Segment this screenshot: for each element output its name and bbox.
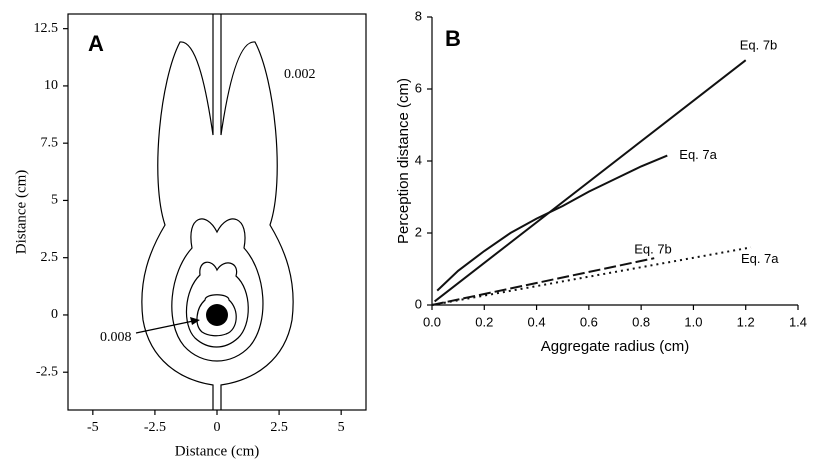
panel-label: B	[445, 26, 461, 51]
aggregate	[206, 304, 228, 326]
y-tick-label: 2	[415, 224, 422, 239]
x-tick-label: -2.5	[144, 420, 166, 435]
x-axis-label: Distance (cm)	[175, 443, 260, 459]
y-tick-label: 10	[44, 78, 58, 93]
x-tick-label: 0.2	[475, 314, 493, 329]
x-tick-label: 1.4	[789, 314, 807, 329]
frame	[67, 13, 367, 411]
x-tick-label: 0	[214, 420, 221, 435]
series-line	[436, 154, 668, 292]
x-tick-label: 2.5	[270, 420, 288, 435]
x-tick-label: 1.2	[737, 314, 755, 329]
y-tick-label: 5	[51, 193, 58, 208]
x-axis-label: Aggregate radius (cm)	[541, 338, 689, 355]
series-label: Eq. 7a	[741, 251, 779, 266]
series-line	[431, 246, 752, 306]
x-tick-label: 5	[338, 420, 345, 435]
x-tick-label: 1.0	[684, 314, 702, 329]
y-tick-label: 12.5	[34, 21, 59, 36]
y-tick-label: 2.5	[41, 250, 59, 265]
contour-inner	[185, 261, 249, 348]
x-tick-label: 0.8	[632, 314, 650, 329]
y-tick-label: 4	[415, 152, 422, 167]
y-tick-label: 0	[415, 296, 422, 311]
y-axis-label: Distance (cm)	[13, 170, 29, 255]
contour-outer	[141, 14, 294, 410]
annotation: 0.002	[284, 67, 316, 82]
panel-label: A	[88, 31, 104, 56]
contour-core	[196, 294, 237, 337]
contours	[135, 14, 294, 410]
y-tick-label: 8	[415, 8, 422, 23]
y-axis-label: Perception distance (cm)	[395, 78, 412, 244]
series-line	[431, 257, 655, 306]
y-tick-label: 6	[415, 80, 422, 95]
y-tick-label: -2.5	[36, 364, 58, 379]
y-tick-label: 7.5	[41, 135, 59, 150]
contour-mid	[171, 218, 264, 362]
x-tick-label: 0.6	[580, 314, 598, 329]
x-tick-label: 0.0	[423, 314, 441, 329]
arrow-head	[190, 317, 200, 325]
x-tick-label: -5	[87, 420, 99, 435]
series-label: Eq. 7a	[679, 147, 717, 162]
series-line	[434, 59, 747, 303]
x-tick-label: 0.4	[528, 314, 546, 329]
annotation: 0.008	[100, 330, 132, 345]
series-label: Eq. 7b	[634, 242, 672, 257]
series-label: Eq. 7b	[740, 38, 778, 53]
y-tick-label: 0	[51, 307, 58, 322]
arrow	[135, 319, 199, 334]
